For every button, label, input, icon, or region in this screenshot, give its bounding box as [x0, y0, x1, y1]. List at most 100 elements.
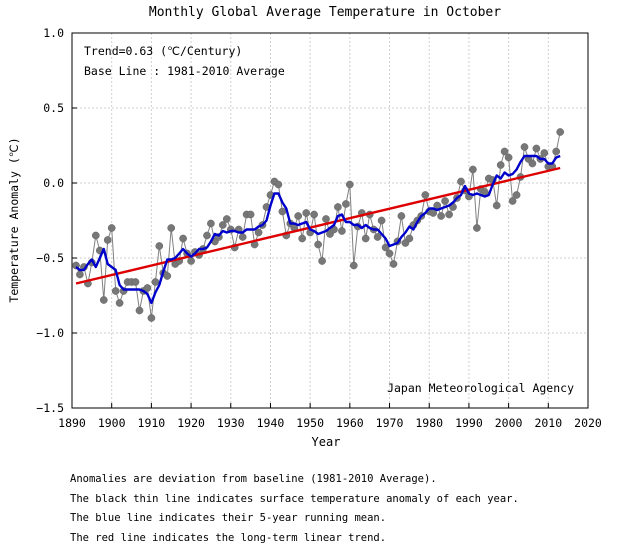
anomaly-point [508, 197, 517, 205]
y-tick-label: 0.5 [43, 101, 64, 115]
anomaly-point [552, 147, 561, 156]
anomaly-point [496, 161, 505, 169]
footnotes: Anomalies are deviation from baseline (1… [70, 470, 519, 548]
x-tick-label: 1980 [415, 416, 443, 430]
anomaly-point [302, 209, 311, 217]
anomaly-point [246, 210, 255, 219]
y-axis-label: Temperature Anomaly (℃) [7, 137, 21, 302]
anomaly-point [492, 201, 501, 210]
anomaly-point [361, 234, 370, 243]
anomaly-point [151, 278, 160, 286]
footnote-baseline: Anomalies are deviation from baseline (1… [70, 473, 437, 485]
anomaly-point [349, 261, 358, 270]
x-tick-label: 1890 [58, 416, 86, 430]
data-series [72, 128, 565, 322]
agency-credit: Japan Meteorological Agency [387, 381, 574, 395]
temperature-chart: Monthly Global Average Temperature in Oc… [7, 5, 602, 449]
y-tick-label: 0.0 [43, 176, 64, 190]
anomaly-point [278, 207, 287, 216]
trend-annotation: Trend=0.63 (℃/Century) [84, 44, 242, 58]
anomaly-point [445, 210, 453, 219]
anomaly-point [512, 191, 521, 199]
anomaly-point [381, 243, 390, 252]
anomaly-point [314, 240, 322, 249]
y-tick-label: −0.5 [36, 251, 64, 265]
anomaly-point [421, 191, 430, 199]
anomaly-point [218, 221, 227, 229]
anomaly-point [540, 149, 549, 157]
x-tick-label: 1900 [98, 416, 126, 430]
anomaly-point [528, 159, 537, 168]
anomaly-point [203, 231, 211, 240]
x-tick-label: 2000 [495, 416, 523, 430]
x-tick-label: 1990 [455, 416, 483, 430]
anomaly-point [155, 242, 164, 250]
anomaly-point [179, 234, 187, 243]
x-tick-label: 1920 [177, 416, 205, 430]
anomaly-point [131, 278, 140, 286]
anomaly-point [556, 128, 565, 136]
anomaly-point [318, 257, 326, 265]
anomaly-point [207, 219, 215, 228]
anomaly-point [322, 215, 330, 223]
anomaly-point [342, 200, 350, 208]
anomaly-point [437, 212, 445, 220]
anomaly-point [405, 234, 414, 243]
anomaly-point [163, 272, 172, 280]
anomaly-point [254, 228, 263, 237]
anomaly-point [504, 153, 513, 162]
x-tick-label: 1940 [257, 416, 285, 430]
anomaly-point [107, 224, 116, 232]
footnote-black-line: The black thin line indicates surface te… [70, 492, 519, 505]
anomaly-point [222, 215, 231, 223]
footnote-red-line: The red line indicates the long-term lin… [70, 531, 387, 544]
plot-area-frame [71, 32, 589, 409]
anomaly-point [441, 197, 449, 205]
grid-lines [71, 32, 589, 409]
anomaly-point [91, 231, 100, 240]
anomaly-point [103, 236, 112, 244]
anomaly-point [115, 299, 124, 307]
anomaly-point [143, 284, 152, 292]
anomaly-point [385, 249, 394, 258]
anomaly-point [338, 227, 346, 235]
anomaly-point [135, 306, 144, 315]
anomaly-point [310, 210, 318, 219]
x-tick-label: 1970 [376, 416, 404, 430]
anomaly-point [334, 203, 342, 211]
anomaly-point [76, 270, 84, 279]
anomaly-point [167, 224, 176, 232]
anomaly-point [147, 314, 156, 322]
anomaly-point [111, 287, 120, 295]
anomaly-point [294, 212, 303, 220]
y-axis-ticks: 1.0 0.5 0.0 −0.5 −1.0 −1.5 [36, 26, 77, 415]
anomaly-point [187, 257, 195, 265]
anomaly-point [274, 180, 283, 189]
x-tick-label: 1910 [138, 416, 166, 430]
x-tick-label: 2010 [534, 416, 562, 430]
x-axis-label: Year [312, 435, 341, 449]
x-tick-label: 1960 [336, 416, 364, 430]
anomaly-point [373, 233, 382, 241]
anomaly-point [469, 165, 477, 174]
anomaly-point [345, 180, 354, 189]
chart-title: Monthly Global Average Temperature in Oc… [149, 5, 501, 20]
linear-trend-line [75, 166, 561, 285]
y-tick-label: −1.5 [36, 401, 64, 415]
footnote-blue-line: The blue line indicates their 5-year run… [70, 512, 387, 524]
anomaly-point [520, 143, 529, 151]
anomaly-point [99, 296, 108, 304]
x-tick-label: 1930 [217, 416, 245, 430]
anomaly-point [238, 233, 247, 241]
anomaly-point [457, 177, 465, 186]
anomaly-point [473, 224, 481, 232]
x-tick-label: 2020 [574, 416, 602, 430]
anomaly-point [377, 216, 386, 225]
anomaly-point [500, 147, 509, 156]
baseline-annotation: Base Line : 1981-2010 Average [84, 64, 285, 78]
running-mean-line [75, 154, 561, 305]
anomaly-point [532, 144, 541, 153]
anomaly-point [397, 212, 406, 220]
anomaly-point [389, 260, 398, 268]
anomaly-point [298, 234, 307, 243]
